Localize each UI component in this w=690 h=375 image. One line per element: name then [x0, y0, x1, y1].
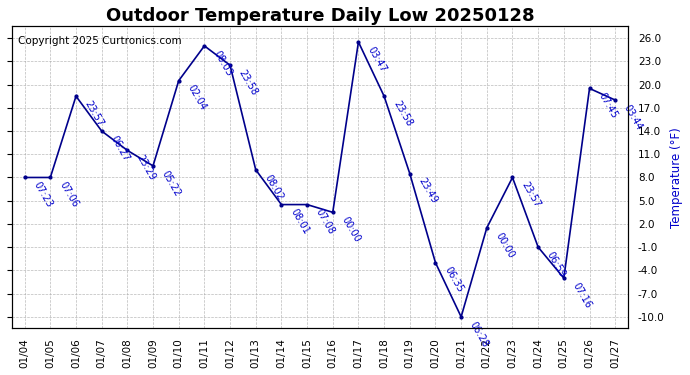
Text: 03:47: 03:47 [366, 45, 388, 74]
Text: 06:28: 06:28 [468, 320, 491, 349]
Text: 07:23: 07:23 [32, 180, 55, 210]
Text: 03:44: 03:44 [622, 103, 644, 132]
Text: 07:08: 07:08 [314, 207, 337, 237]
Y-axis label: Temperature (°F): Temperature (°F) [670, 127, 683, 228]
Text: 23:58: 23:58 [237, 68, 259, 97]
Text: 08:03: 08:03 [211, 49, 234, 78]
Text: 07:16: 07:16 [571, 281, 593, 310]
Text: 00:00: 00:00 [339, 215, 362, 244]
Text: 08:02: 08:02 [263, 172, 285, 202]
Text: 07:45: 07:45 [596, 91, 619, 120]
Text: 08:01: 08:01 [288, 207, 311, 236]
Text: 23:49: 23:49 [417, 176, 440, 206]
Text: 00:00: 00:00 [494, 231, 516, 260]
Text: 23:58: 23:58 [391, 99, 414, 128]
Text: 23:57: 23:57 [83, 99, 106, 128]
Text: 02:04: 02:04 [186, 84, 208, 112]
Text: 05:22: 05:22 [160, 169, 183, 198]
Title: Outdoor Temperature Daily Low 20250128: Outdoor Temperature Daily Low 20250128 [106, 7, 534, 25]
Text: 06:59: 06:59 [545, 250, 568, 279]
Text: 23:57: 23:57 [520, 180, 542, 210]
Text: 23:29: 23:29 [135, 153, 157, 182]
Text: Copyright 2025 Curtronics.com: Copyright 2025 Curtronics.com [18, 36, 181, 45]
Text: 06:35: 06:35 [442, 266, 465, 295]
Text: 06:27: 06:27 [108, 134, 131, 163]
Text: 07:06: 07:06 [57, 180, 80, 209]
